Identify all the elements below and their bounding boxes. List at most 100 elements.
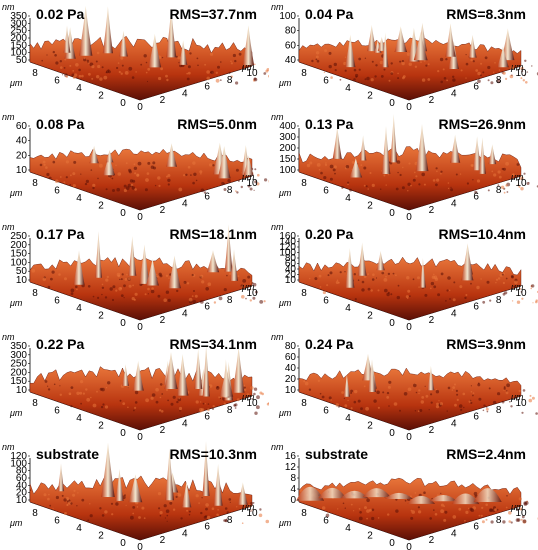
- surface-texture-dot: [152, 161, 156, 165]
- surface-texture-dot: [318, 168, 321, 171]
- surface-texture-dot: [188, 513, 191, 516]
- surface-texture-dot: [134, 188, 137, 191]
- surface-texture-dot: [430, 401, 433, 404]
- surface-texture-dot: [447, 276, 451, 280]
- x-tick-label: 0: [406, 212, 412, 220]
- surface-texture-dot: [52, 507, 54, 509]
- surface-texture-dot: [390, 72, 394, 75]
- surface-texture-dot: [192, 300, 197, 304]
- surface-peak: [73, 250, 85, 285]
- surface-texture-dot: [252, 296, 256, 300]
- surface-texture-dot: [200, 511, 203, 515]
- surface-texture-dot: [131, 297, 135, 301]
- surface-texture-dot: [130, 515, 134, 520]
- pressure-label: substrate: [36, 446, 100, 462]
- z-unit-label: nm: [2, 112, 15, 122]
- surface-texture-dot: [177, 492, 179, 495]
- z-tick-label: 160: [279, 231, 296, 242]
- surface-texture-dot: [353, 510, 355, 512]
- surface-texture-dot: [63, 498, 67, 502]
- surface-texture-dot: [328, 396, 332, 400]
- surface-peak: [497, 46, 509, 68]
- surface-peak: [468, 34, 477, 58]
- surface-texture-dot: [355, 75, 358, 78]
- surface-texture-dot: [371, 516, 375, 521]
- x-tick-label: 8: [227, 185, 233, 196]
- surface-texture-dot: [183, 174, 186, 177]
- surface-texture-dot: [504, 72, 506, 74]
- surface-texture-dot: [354, 389, 358, 394]
- surface-texture-dot: [299, 489, 303, 492]
- surface-texture-dot: [514, 280, 518, 285]
- surface-texture-dot: [308, 388, 312, 391]
- y-tick-label: 4: [76, 523, 82, 534]
- surface-texture-dot: [377, 517, 380, 519]
- surface-texture-dot: [63, 181, 66, 184]
- z-tick-label: 150: [10, 40, 27, 51]
- surface-texture-dot: [228, 498, 232, 501]
- x-tick-label: 10: [246, 508, 258, 519]
- x-unit-label: μm: [510, 62, 524, 72]
- y-tick-label: 0: [120, 318, 126, 329]
- surface-texture-dot: [505, 506, 508, 509]
- surface-texture-dot: [217, 65, 220, 69]
- surface-texture-dot: [90, 396, 92, 399]
- surface-texture-dot: [70, 405, 73, 408]
- x-tick-label: 4: [182, 418, 188, 429]
- surface-texture-dot: [396, 295, 400, 300]
- surface-texture-dot: [482, 300, 486, 304]
- surface-texture-dot: [165, 74, 168, 78]
- surface-texture-dot: [453, 281, 456, 284]
- surface-texture-dot: [327, 512, 329, 514]
- surface-texture-dot: [476, 179, 481, 183]
- surface-texture-dot: [333, 62, 337, 67]
- surface-texture-dot: [126, 273, 128, 276]
- surface-texture-dot: [176, 289, 179, 293]
- surface-texture-dot: [203, 191, 207, 194]
- surface-mesh: [29, 366, 253, 431]
- surface-texture-dot: [412, 178, 416, 182]
- surface-texture-dot: [169, 501, 173, 505]
- surface-texture-dot: [243, 384, 246, 387]
- surface-texture-dot: [489, 508, 493, 513]
- surface-peak: [89, 145, 99, 164]
- surface-texture-dot: [123, 284, 126, 288]
- surface-texture-dot: [496, 508, 499, 511]
- x-tick-label: 2: [160, 95, 166, 106]
- surface-texture-dot: [80, 380, 84, 384]
- surface-texture-dot: [373, 399, 377, 403]
- rms-label: RMS=10.3nm: [169, 446, 257, 462]
- surface-texture-dot: [477, 79, 481, 83]
- surface-texture-dot: [107, 69, 110, 72]
- z-tick-label: 250: [10, 231, 27, 242]
- z-tick-label: 100: [10, 458, 27, 469]
- y-tick-label: 2: [98, 531, 104, 542]
- surface-texture-dot: [69, 393, 71, 395]
- x-unit-label: μm: [510, 392, 524, 402]
- surface-texture-dot: [415, 175, 418, 178]
- y-tick-label: 4: [76, 303, 82, 314]
- surface-texture-dot: [470, 508, 475, 512]
- surface-peak: [194, 348, 203, 389]
- surface-texture-dot: [359, 511, 362, 514]
- surface-texture-dot: [471, 164, 474, 167]
- surface-texture-dot: [424, 385, 426, 387]
- surface-peak: [332, 126, 342, 159]
- surface-texture-dot: [97, 296, 100, 299]
- surface-texture-dot: [42, 277, 46, 281]
- surface-texture-dot: [223, 188, 227, 191]
- surface-texture-dot: [70, 386, 74, 389]
- surface-texture-dot: [440, 509, 444, 514]
- y-tick-label: 4: [76, 413, 82, 424]
- surface-texture-dot: [227, 179, 231, 183]
- surface-texture-dot: [522, 519, 527, 524]
- y-tick-label: 6: [54, 295, 60, 306]
- surface-texture-dot: [329, 271, 333, 275]
- surface-texture-dot: [485, 518, 488, 521]
- surface-texture-dot: [87, 519, 90, 522]
- surface-texture-dot: [246, 393, 250, 396]
- surface-texture-dot: [435, 405, 440, 409]
- surface-texture-dot: [418, 183, 421, 186]
- surface-texture-dot: [412, 278, 415, 281]
- surface-texture-dot: [403, 392, 408, 396]
